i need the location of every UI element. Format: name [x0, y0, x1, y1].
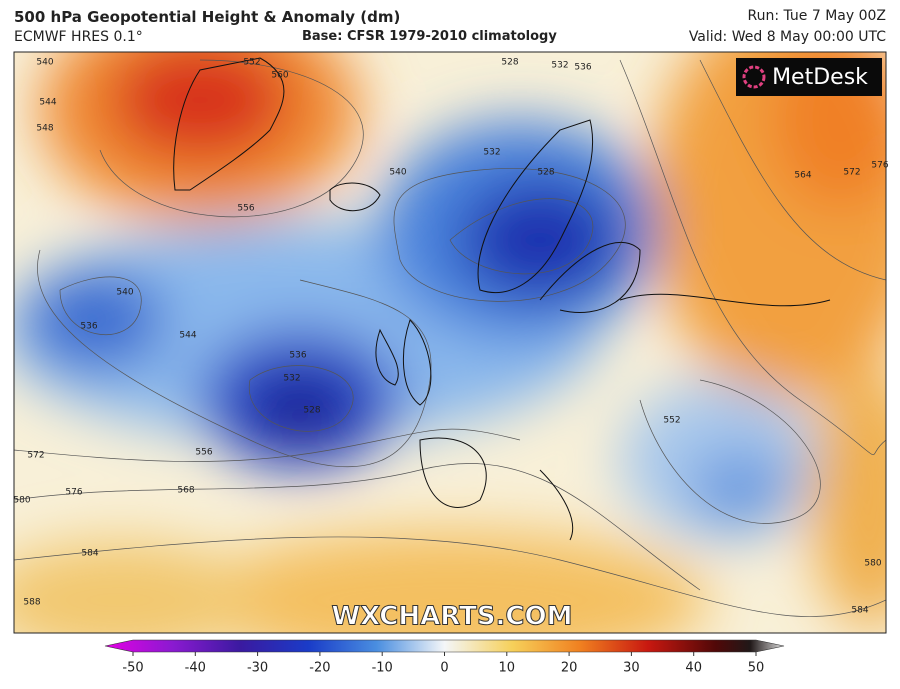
logo-box [736, 58, 882, 96]
contour-label: 528 [303, 406, 320, 416]
coastlines [173, 57, 831, 541]
contour-label: 544 [179, 331, 196, 341]
colorbar-tick-label: 30 [623, 661, 640, 676]
colorbar-tick-label: -30 [247, 661, 268, 676]
contour-label: 536 [80, 322, 97, 332]
watermark: WXCHARTS.COM [331, 602, 572, 632]
contour-label: 584 [81, 549, 98, 559]
contour-label: 548 [36, 124, 53, 134]
contour-label: 576 [65, 488, 82, 498]
contour-label: 528 [501, 58, 518, 68]
contour-label: 556 [195, 448, 212, 458]
colorbar-tick-label: -50 [122, 661, 143, 676]
contour-label: 540 [116, 288, 133, 298]
colorbar-tick-label: 50 [748, 661, 765, 676]
colorbar-scale [104, 639, 785, 653]
contour-label: 580 [13, 496, 30, 506]
contour-label: 528 [537, 168, 554, 178]
contour-label: 532 [483, 148, 500, 158]
base: Base: CFSR 1979-2010 climatology [302, 29, 557, 44]
colorbar-tick-label: 40 [685, 661, 702, 676]
contour-label: 560 [271, 71, 288, 81]
run-time: Run: Tue 7 May 00Z [747, 8, 886, 24]
colorbar-tick-label: -20 [309, 661, 330, 676]
contours [14, 59, 886, 617]
anomaly-field [14, 52, 886, 633]
valid-time: Valid: Wed 8 May 00:00 UTC [688, 29, 886, 45]
colorbar-tick-label: -10 [372, 661, 393, 676]
contour-label: 572 [27, 451, 44, 461]
contour-label: 556 [237, 204, 254, 214]
colorbar-tick-label: 0 [440, 661, 448, 676]
logo-text: MetDesk [772, 65, 868, 90]
model: ECMWF HRES 0.1° [14, 29, 143, 45]
logo-icon [742, 65, 766, 89]
contour-label: 540 [36, 58, 53, 68]
colorbar-tick-label: 10 [499, 661, 516, 676]
contour-label: 532 [283, 374, 300, 384]
contour-label: 536 [289, 351, 306, 361]
contour-label: 580 [864, 559, 881, 569]
contour-label: 564 [794, 171, 811, 181]
contour-label: 576 [871, 161, 888, 171]
contour-label: 532 [551, 61, 568, 71]
contour-label: 536 [574, 63, 591, 73]
map-frame [13, 51, 887, 634]
colorbar: -50 -40 -30 -20 -10 0 10 20 30 40 50 [104, 639, 785, 676]
contour-label: 572 [843, 168, 860, 178]
contour-label: 540 [389, 168, 406, 178]
contour-labels: 540 544 548 552 556 560 528 532 536 540 532 528 564 5… [13, 58, 888, 616]
contour-label: 584 [851, 606, 868, 616]
contour-label: 544 [39, 98, 56, 108]
colorbar-tick-label: -40 [185, 661, 206, 676]
contour-label: 552 [243, 58, 260, 68]
contour-label: 552 [663, 416, 680, 426]
contour-label: 588 [23, 598, 40, 608]
title: 500 hPa Geopotential Height & Anomaly (d… [14, 8, 401, 26]
colorbar-tick-label: 20 [561, 661, 578, 676]
contour-label: 568 [177, 486, 194, 496]
